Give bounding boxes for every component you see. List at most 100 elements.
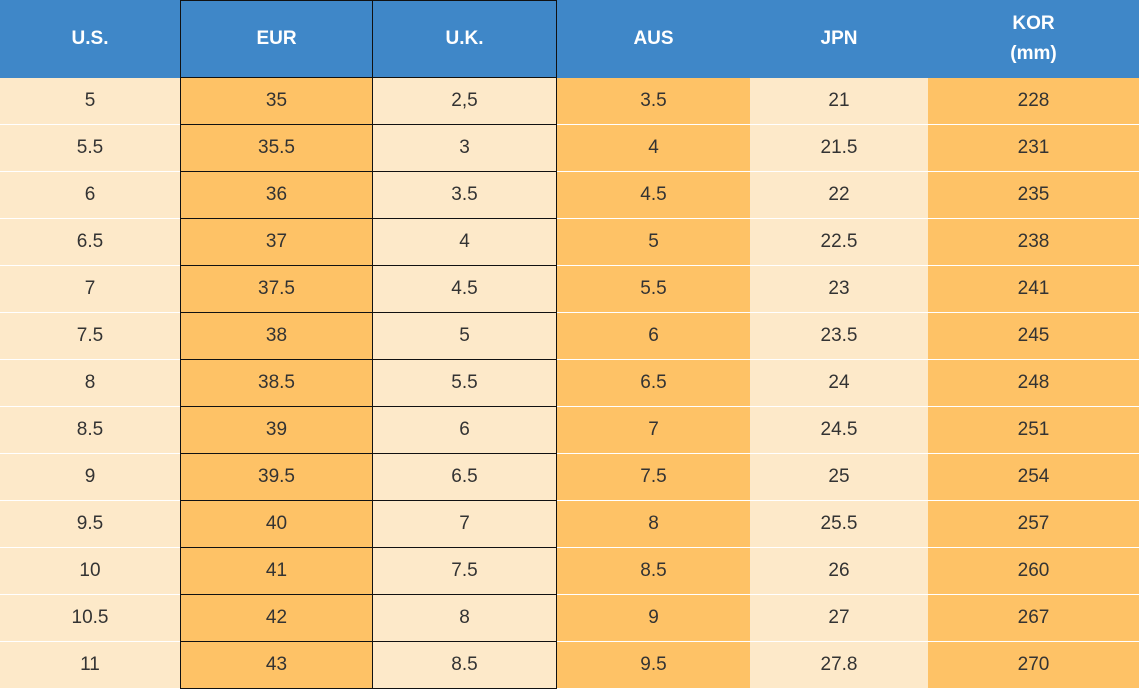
- table-cell: 23.5: [750, 313, 928, 360]
- cell-text: JPN: [820, 28, 858, 49]
- table-cell: 7.5: [372, 547, 557, 595]
- table-cell: 8.5: [557, 548, 750, 595]
- table-cell: 26: [750, 548, 928, 595]
- cell-text: 9: [648, 607, 659, 628]
- table-cell: 21.5: [750, 125, 928, 172]
- table-cell: 38.5: [180, 359, 373, 407]
- table-cell: 9.5: [0, 501, 180, 548]
- cell-text: 38: [265, 325, 288, 346]
- table-cell: 27.8: [750, 642, 928, 689]
- cell-text: 235: [1017, 184, 1050, 205]
- table-cell: 22.5: [750, 219, 928, 266]
- table-cell: 238: [928, 219, 1139, 266]
- table-cell: 3: [372, 124, 557, 172]
- cell-text: 7: [459, 513, 470, 534]
- table-cell: 39: [180, 406, 373, 454]
- table-cell: 7.5: [0, 313, 180, 360]
- table-cell: 6: [372, 406, 557, 454]
- cell-text: KOR (mm): [1010, 13, 1057, 64]
- cell-text: 228: [1017, 90, 1050, 111]
- cell-text: 23: [828, 278, 850, 299]
- cell-text: 8: [84, 372, 96, 393]
- table-cell: 5: [372, 312, 557, 360]
- header-cell: AUS: [557, 0, 750, 78]
- table-cell: 24: [750, 360, 928, 407]
- cell-text: 21.5: [820, 137, 858, 158]
- cell-text: 6.5: [76, 231, 104, 252]
- table-cell: 22: [750, 172, 928, 219]
- table-cell: 7.5: [557, 454, 750, 501]
- cell-text: 25: [828, 466, 850, 487]
- header-cell: JPN: [750, 0, 928, 78]
- cell-text: 4: [459, 231, 470, 252]
- header-cell: U.S.: [0, 0, 180, 78]
- table-cell: 8.5: [0, 407, 180, 454]
- table-cell: 6.5: [372, 453, 557, 501]
- table-cell: 7: [372, 500, 557, 548]
- table-cell: 27: [750, 595, 928, 642]
- table-cell: 9: [0, 454, 180, 501]
- cell-text: 8: [648, 513, 659, 534]
- table-cell: 38: [180, 312, 373, 360]
- table-cell: 231: [928, 125, 1139, 172]
- table-cell: 39.5: [180, 453, 373, 501]
- table-cell: 257: [928, 501, 1139, 548]
- cell-text: 267: [1017, 607, 1050, 628]
- header-cell: U.K.: [372, 0, 557, 78]
- cell-text: 231: [1017, 137, 1050, 158]
- cell-text: 270: [1017, 654, 1050, 675]
- cell-text: 4: [648, 137, 659, 158]
- table-cell: 9.5: [557, 642, 750, 689]
- cell-text: 260: [1017, 560, 1050, 581]
- table-cell: 4: [372, 218, 557, 266]
- cell-text: 7: [648, 419, 659, 440]
- cell-text: 7.5: [76, 325, 104, 346]
- table-cell: 260: [928, 548, 1139, 595]
- table-cell: 235: [928, 172, 1139, 219]
- table-cell: 5.5: [557, 266, 750, 313]
- table-cell: 43: [180, 641, 373, 689]
- cell-text: 6: [648, 325, 659, 346]
- table-cell: 41: [180, 547, 373, 595]
- cell-text: 22: [828, 184, 850, 205]
- table-cell: 7: [557, 407, 750, 454]
- cell-text: 245: [1017, 325, 1050, 346]
- table-cell: 270: [928, 642, 1139, 689]
- cell-text: 22.5: [820, 231, 858, 252]
- table-cell: 40: [180, 500, 373, 548]
- cell-text: 8.5: [640, 560, 667, 581]
- table-cell: 8: [372, 594, 557, 642]
- table-cell: 21: [750, 78, 928, 125]
- cell-text: 35.5: [258, 137, 295, 158]
- cell-text: 27.8: [820, 654, 858, 675]
- table-cell: 245: [928, 313, 1139, 360]
- table-cell: 6: [0, 172, 180, 219]
- cell-text: 6.5: [640, 372, 667, 393]
- table-cell: 4.5: [372, 265, 557, 313]
- cell-text: 25.5: [820, 513, 858, 534]
- cell-text: 3: [459, 137, 470, 158]
- cell-text: 5: [84, 90, 96, 111]
- table-cell: 11: [0, 642, 180, 689]
- table-cell: 8.5: [372, 641, 557, 689]
- cell-text: 6: [459, 419, 470, 440]
- table-cell: 3.5: [372, 171, 557, 219]
- cell-text: U.K.: [445, 28, 484, 49]
- cell-text: 24: [828, 372, 850, 393]
- table-cell: 10.5: [0, 595, 180, 642]
- cell-text: 37: [265, 231, 288, 252]
- table-cell: 7: [0, 266, 180, 313]
- table-cell: 5: [0, 78, 180, 125]
- cell-text: 7.5: [640, 466, 667, 487]
- table-cell: 248: [928, 360, 1139, 407]
- cell-text: 11: [80, 654, 100, 675]
- cell-text: 5.5: [640, 278, 667, 299]
- table-cell: 35: [180, 77, 373, 125]
- table-cell: 9: [557, 595, 750, 642]
- table-cell: 42: [180, 594, 373, 642]
- cell-text: 5.5: [76, 137, 104, 158]
- cell-text: 248: [1017, 372, 1050, 393]
- cell-text: 43: [265, 654, 288, 675]
- cell-text: 10.5: [71, 607, 109, 628]
- table-cell: 5.5: [372, 359, 557, 407]
